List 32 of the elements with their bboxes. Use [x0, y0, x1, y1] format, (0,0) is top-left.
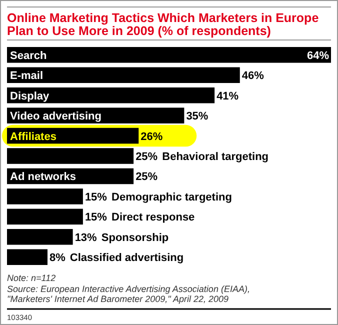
data-label: 46% [242, 70, 264, 82]
y-tick-label: Video advertising [10, 110, 102, 123]
y-tick-label: Direct response [112, 212, 195, 224]
data-label: 8% [50, 252, 66, 264]
y-tick-label: Classified advertising [70, 252, 184, 264]
y-tick-label: Affiliates [10, 130, 56, 143]
source-note: Source: European Interactive Advertising Association (EIAA), "Marketers' Internet Ad Barometer 2009," April 22, 2009 [7, 284, 250, 304]
data-label: 64% [306, 50, 330, 62]
y-tick-label: Sponsorship [101, 232, 169, 244]
y-tick-label: Display [10, 90, 50, 102]
bar [7, 188, 83, 204]
bar [7, 249, 48, 265]
data-label: 35% [186, 110, 208, 123]
data-label: 26% [140, 130, 163, 143]
bar [7, 228, 73, 245]
bar [7, 67, 240, 84]
y-tick-label: Demographic targeting [112, 191, 232, 204]
y-tick-label: Ad networks [10, 171, 76, 184]
y-tick-label: Behavioral targeting [162, 151, 269, 163]
bar [7, 208, 83, 225]
data-label: 15% [84, 212, 108, 224]
y-tick-label: Search [10, 50, 47, 62]
data-label: 41% [216, 90, 239, 102]
data-label: 25% [136, 151, 158, 163]
y-tick-label: E-mail [10, 70, 44, 82]
data-label: 13% [74, 232, 98, 244]
bar [7, 87, 215, 104]
data-label: 25% [136, 171, 158, 184]
chart-title: Online Marketing Tactics Which Marketers in Europe Plan to Use More in 2009 (% of respondents) [7, 11, 319, 38]
bar [7, 47, 331, 63]
text: Note: n=112 [7, 273, 56, 283]
data-label: 15% [84, 191, 108, 204]
